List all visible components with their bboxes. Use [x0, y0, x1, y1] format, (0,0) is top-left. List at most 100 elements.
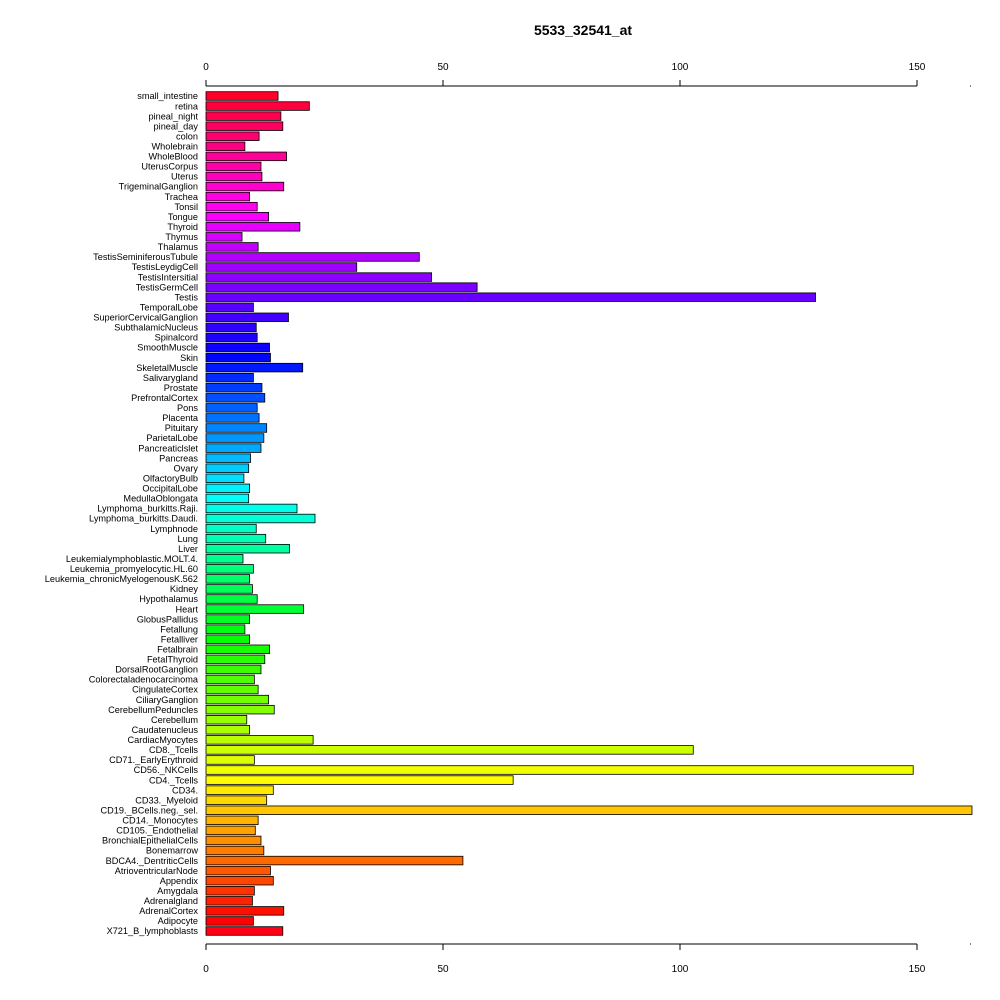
bar-Fetallung	[205, 624, 246, 634]
category-label: TestisLeydigCell	[132, 262, 198, 272]
category-label: Leukemia_promyelocytic.HL.60	[70, 564, 198, 574]
category-label: Pituitary	[165, 423, 199, 433]
bar-OlfactoryBulb	[205, 473, 245, 483]
bar-Adipocyte	[205, 916, 254, 926]
bars-group	[205, 91, 973, 936]
category-label: CD56._NKCells	[134, 765, 199, 775]
category-label: Uterus	[171, 172, 198, 182]
category-label: pineal_day	[154, 121, 199, 131]
bar-CD34.	[205, 785, 274, 795]
category-label: pineal_night	[148, 111, 198, 121]
category-label: OccipitalLobe	[142, 484, 198, 494]
bottom-axis: 0 50 100 150	[203, 943, 971, 975]
bar-FetalThyroid	[205, 654, 266, 665]
category-label: CiliaryGanglion	[136, 695, 198, 705]
bar-CD14._Monocytes	[205, 815, 259, 826]
bar-Placenta	[205, 413, 260, 423]
category-label: Pancreaticlslet	[138, 443, 198, 453]
category-label: PrefrontalCortex	[131, 393, 198, 403]
bar-Wholebrain	[205, 141, 246, 152]
category-label: TestisGermCell	[136, 282, 198, 292]
bar-Tonsil	[205, 201, 258, 212]
category-label: TrigeminalGanglion	[119, 182, 198, 192]
category-label: BDCA4._DentriticCells	[106, 856, 199, 866]
category-label: small_intestine	[137, 91, 198, 101]
chart-title: 5533_32541_at	[534, 22, 632, 38]
category-label: Thyroid	[167, 222, 198, 232]
bar-BronchialEpithelialCells	[205, 835, 262, 846]
bar-SubthalamicNucleus	[205, 322, 257, 333]
bar-small_intestine	[205, 91, 279, 101]
bottom-tick-label: 50	[437, 964, 449, 975]
bar-OccipitalLobe	[205, 483, 251, 494]
bar-TestisLeydigCell	[205, 262, 358, 272]
top-tick-label: 100	[672, 62, 689, 73]
category-label: Skin	[180, 353, 198, 363]
bar-Kidney	[205, 584, 253, 594]
bar-WholeBlood	[205, 151, 287, 162]
bottom-tick-label: 150	[909, 964, 926, 975]
bar-Tongue	[205, 212, 269, 222]
bar-Pons	[205, 403, 258, 413]
category-label: SubthalamicNucleus	[114, 323, 198, 333]
category-label: colon	[176, 131, 198, 141]
category-label: Liver	[178, 544, 198, 554]
category-label: Heart	[176, 604, 199, 614]
category-label: BronchialEpithelialCells	[102, 836, 198, 846]
category-label: Adrenalgland	[144, 896, 198, 906]
category-label: AtrioventricularNode	[115, 866, 198, 876]
category-label: Tongue	[168, 212, 198, 222]
category-label: Fetalliver	[161, 634, 198, 644]
bar-AdrenalCortex	[205, 906, 285, 916]
bar-CiliaryGanglion	[205, 694, 269, 705]
bar-ParietalLobe	[205, 433, 265, 443]
category-label: Wholebrain	[152, 142, 198, 152]
category-label: Appendix	[160, 876, 199, 886]
category-label: CingulateCortex	[132, 685, 198, 695]
category-label: Fetallung	[160, 624, 198, 634]
bar-CD56._NKCells	[205, 765, 914, 775]
bar-Leukemia_promyelocytic.HL.60	[205, 564, 254, 574]
bar-Adrenalgland	[205, 896, 253, 906]
bar-Leukemia_chronicMyelogenousK.562	[205, 574, 251, 584]
category-label: WholeBlood	[148, 152, 198, 162]
bar-AtrioventricularNode	[205, 865, 271, 876]
category-label: Lymphoma_burkitts.Daudi.	[89, 514, 198, 524]
bar-Heart	[205, 604, 305, 614]
bar-Thyroid	[205, 222, 301, 232]
category-label: Thalamus	[158, 242, 199, 252]
category-label: retina	[175, 101, 199, 111]
bar-Lymphnode	[205, 523, 257, 534]
category-label: OlfactoryBulb	[143, 473, 198, 483]
category-label: Placenta	[162, 413, 199, 423]
category-label: Fetalbrain	[157, 645, 198, 655]
bar-PrefrontalCortex	[205, 393, 266, 403]
bar-Leukemialymphoblastic.MOLT.4.	[205, 554, 244, 564]
bar-DorsalRootGanglion	[205, 664, 262, 675]
bar-Lymphoma_burkitts.Daudi.	[205, 513, 316, 524]
category-label: MedullaOblongata	[123, 494, 198, 504]
category-label: CerebellumPeduncles	[108, 705, 198, 715]
bar-Colorectaladenocarcinoma	[205, 674, 255, 685]
category-label: Leukemialymphoblastic.MOLT.4.	[66, 554, 198, 564]
category-label: Leukemia_chronicMyelogenousK.562	[45, 574, 198, 584]
bar-CD33._Myeloid	[205, 795, 268, 805]
category-label: Colorectaladenocarcinoma	[89, 675, 199, 685]
bar-CardiacMyocytes	[205, 735, 314, 745]
category-label: Ovary	[173, 463, 198, 473]
category-label: UterusCorpus	[141, 162, 198, 172]
bar-UterusCorpus	[205, 161, 262, 172]
category-label: Lymphnode	[150, 524, 198, 534]
bar-CD4._Tcells	[205, 775, 514, 785]
top-axis: 0 50 100 150	[203, 62, 971, 87]
category-label: Lymphoma_burkitts.Raji.	[97, 504, 198, 514]
category-label: CD19._BCells.neg._sel.	[100, 805, 198, 815]
category-label: Trachea	[165, 192, 199, 202]
category-label: CD14._Monocytes	[122, 816, 198, 826]
category-label: SuperiorCervicalGanglion	[93, 313, 198, 323]
category-label: CD34.	[172, 785, 198, 795]
bar-Prostate	[205, 383, 263, 393]
bar-colon	[205, 131, 260, 141]
